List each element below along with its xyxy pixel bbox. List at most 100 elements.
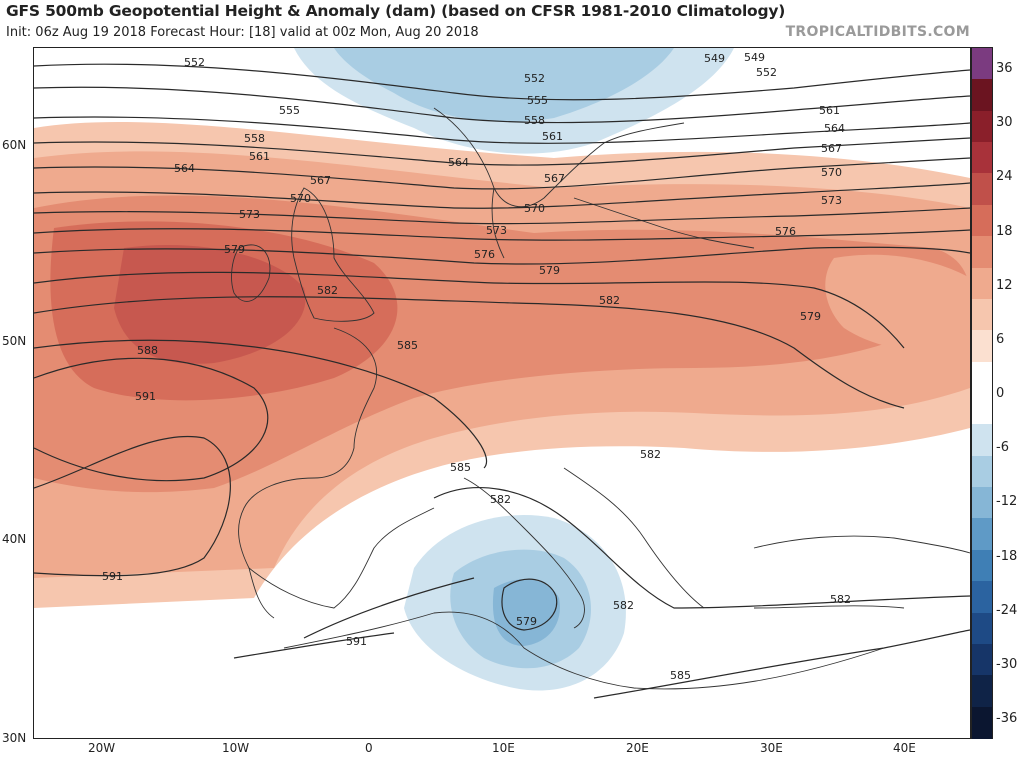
brand-watermark: TROPICALTIDBITS.COM: [785, 24, 970, 40]
contour-label: 567: [544, 172, 565, 185]
contour-label: 570: [524, 202, 545, 215]
colorbar-segment: [972, 204, 992, 237]
contour-555: [34, 86, 970, 124]
lon-label-0: 0: [365, 741, 373, 755]
colorbar-segment: [972, 612, 992, 645]
colorbar-label: 18: [996, 223, 1013, 239]
anomaly-positive-east: [825, 254, 970, 352]
anomaly-positive-18: [114, 244, 306, 364]
anomaly-colorbar: [971, 47, 993, 739]
coast-scandinavia: [433, 107, 685, 259]
contour-label: 582: [490, 493, 511, 506]
colorbar-segment: [972, 455, 992, 488]
contour-label: 564: [824, 122, 845, 135]
contour-label: 591: [346, 635, 367, 648]
contour-label: 570: [821, 166, 842, 179]
contour-label: 579: [800, 310, 821, 323]
contour-label: 561: [542, 130, 563, 143]
contour-label: 576: [775, 225, 796, 238]
contour-label: 591: [102, 570, 123, 583]
contour-label: 552: [184, 56, 205, 69]
colorbar-segment: [972, 48, 992, 80]
contour-label: 582: [317, 284, 338, 297]
contour-552: [34, 63, 970, 101]
contour-label: 573: [239, 208, 260, 221]
contour-label: 555: [527, 94, 548, 107]
contour-label: 585: [670, 669, 691, 682]
contour-label: 579: [224, 243, 245, 256]
colorbar-segment: [972, 675, 992, 708]
colorbar-label: -12: [996, 494, 1018, 510]
anomaly-negative-med-3: [492, 579, 560, 646]
colorbar-label: -24: [996, 602, 1018, 618]
lat-label-40n: 40N: [2, 532, 27, 546]
contour-label: 567: [821, 142, 842, 155]
contour-label: 579: [516, 615, 537, 628]
colorbar-segment: [972, 581, 992, 614]
height-contours: [34, 63, 970, 699]
contour-579-low: [501, 578, 558, 631]
colorbar-segment: [972, 298, 992, 331]
contour-label: 582: [613, 599, 634, 612]
contour-label: 561: [249, 150, 270, 163]
colorbar-segment: [972, 236, 992, 269]
contour-591: [34, 435, 231, 577]
colorbar-label: -18: [996, 548, 1018, 564]
contour-591-south: [233, 632, 395, 659]
contour-label: 564: [448, 156, 469, 169]
contour-label: 582: [599, 294, 620, 307]
contour-label: 582: [640, 448, 661, 461]
contour-585: [34, 339, 488, 469]
contour-label: 570: [290, 192, 311, 205]
colorbar-label: 36: [996, 61, 1013, 76]
contour-label: 588: [137, 344, 158, 357]
contour-label: 552: [524, 72, 545, 85]
contour-564: [34, 157, 970, 190]
contour-579: [34, 271, 905, 349]
colorbar-segment: [972, 110, 992, 143]
colorbar-label: -30: [996, 656, 1018, 672]
coast-continent-west: [238, 327, 378, 619]
contour-588: [34, 357, 269, 482]
colorbar-label: 12: [996, 277, 1013, 293]
lon-label-30e: 30E: [760, 741, 783, 755]
colorbar-segment: [972, 518, 992, 551]
contour-label: 579: [539, 264, 560, 277]
contour-label: 573: [821, 194, 842, 207]
contour-label: 585: [450, 461, 471, 474]
anomaly-map-svg: 552 555 558 561 564 567 570 573 579 582 …: [34, 48, 970, 699]
coast-italy: [463, 477, 585, 629]
contour-label: 549: [704, 52, 725, 65]
anomaly-negative-north-2: [334, 48, 674, 122]
contour-label: 549: [744, 51, 765, 64]
contour-561: [34, 137, 970, 166]
coast-ireland: [231, 244, 271, 302]
coast-africa: [283, 611, 885, 690]
colorbar-segment: [972, 549, 992, 582]
coast-iberia: [248, 507, 435, 609]
colorbar-segment: [972, 393, 992, 425]
contour-label: 552: [756, 66, 777, 79]
colorbar-label: -6: [996, 440, 1009, 456]
coast-baltic: [573, 197, 755, 249]
contour-label: 591: [135, 390, 156, 403]
contour-567: [34, 182, 970, 209]
map-title: GFS 500mb Geopotential Height & Anomaly …: [6, 2, 786, 20]
contour-570: [34, 207, 970, 225]
lon-label-20w: 20W: [88, 741, 116, 755]
lat-label-60n: 60N: [2, 138, 27, 152]
colorbar-label: 30: [996, 115, 1013, 131]
coastlines: [231, 107, 970, 690]
lat-label-30n: 30N: [2, 731, 27, 745]
map-subtitle: Init: 06z Aug 19 2018 Forecast Hour: [18…: [6, 25, 479, 40]
colorbar-label: 6: [996, 331, 1005, 347]
contour-585-med: [303, 577, 970, 699]
contour-573: [34, 228, 970, 241]
contour-label: 582: [830, 593, 851, 606]
contour-558: [34, 116, 970, 144]
colorbar-segment: [972, 424, 992, 457]
lon-label-40e: 40E: [893, 741, 916, 755]
colorbar-segment: [972, 706, 992, 739]
colorbar-label: 24: [996, 169, 1013, 185]
contour-label: 558: [244, 132, 265, 145]
